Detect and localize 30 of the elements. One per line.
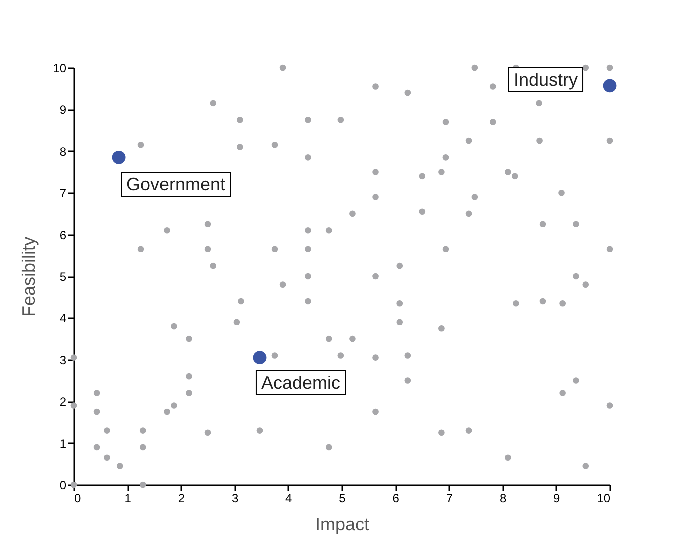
y-axis-title: Feasibility — [19, 236, 40, 318]
y-tick-label: 3 — [60, 353, 67, 368]
x-tick-label: 0 — [74, 492, 82, 506]
x-axis-title: Impact — [315, 514, 370, 534]
y-tick-label: 10 — [53, 62, 67, 76]
y-tick-label: 7 — [60, 186, 67, 201]
y-tick-label: 5 — [60, 270, 67, 284]
x-tick-label: 9 — [554, 492, 561, 506]
x-tick-label: 4 — [286, 492, 293, 506]
y-tick-label: 9 — [60, 103, 67, 118]
x-tick-label: 2 — [178, 492, 186, 506]
point — [112, 150, 126, 164]
annotation: Industry — [514, 70, 578, 90]
y-tick-label: 0 — [60, 478, 67, 492]
annotation: Government — [126, 174, 226, 195]
annotation: Academic — [261, 372, 341, 393]
x-tick-label: 1 — [124, 492, 132, 506]
y-tick-label: 4 — [60, 312, 67, 326]
x-tick-label: 6 — [392, 492, 400, 506]
y-tick-label: 2 — [60, 395, 67, 410]
x-tick-label: 3 — [232, 492, 239, 506]
x-tick-label: 7 — [446, 492, 454, 506]
y-tick-label: 1 — [60, 436, 67, 451]
point — [253, 351, 267, 365]
y-tick-label: 8 — [60, 144, 67, 159]
y-tick-label: 6 — [60, 228, 67, 242]
x-tick-label: 8 — [500, 492, 507, 506]
x-tick-label: 10 — [597, 492, 611, 506]
x-tick-label: 5 — [339, 492, 346, 506]
point — [603, 79, 617, 93]
